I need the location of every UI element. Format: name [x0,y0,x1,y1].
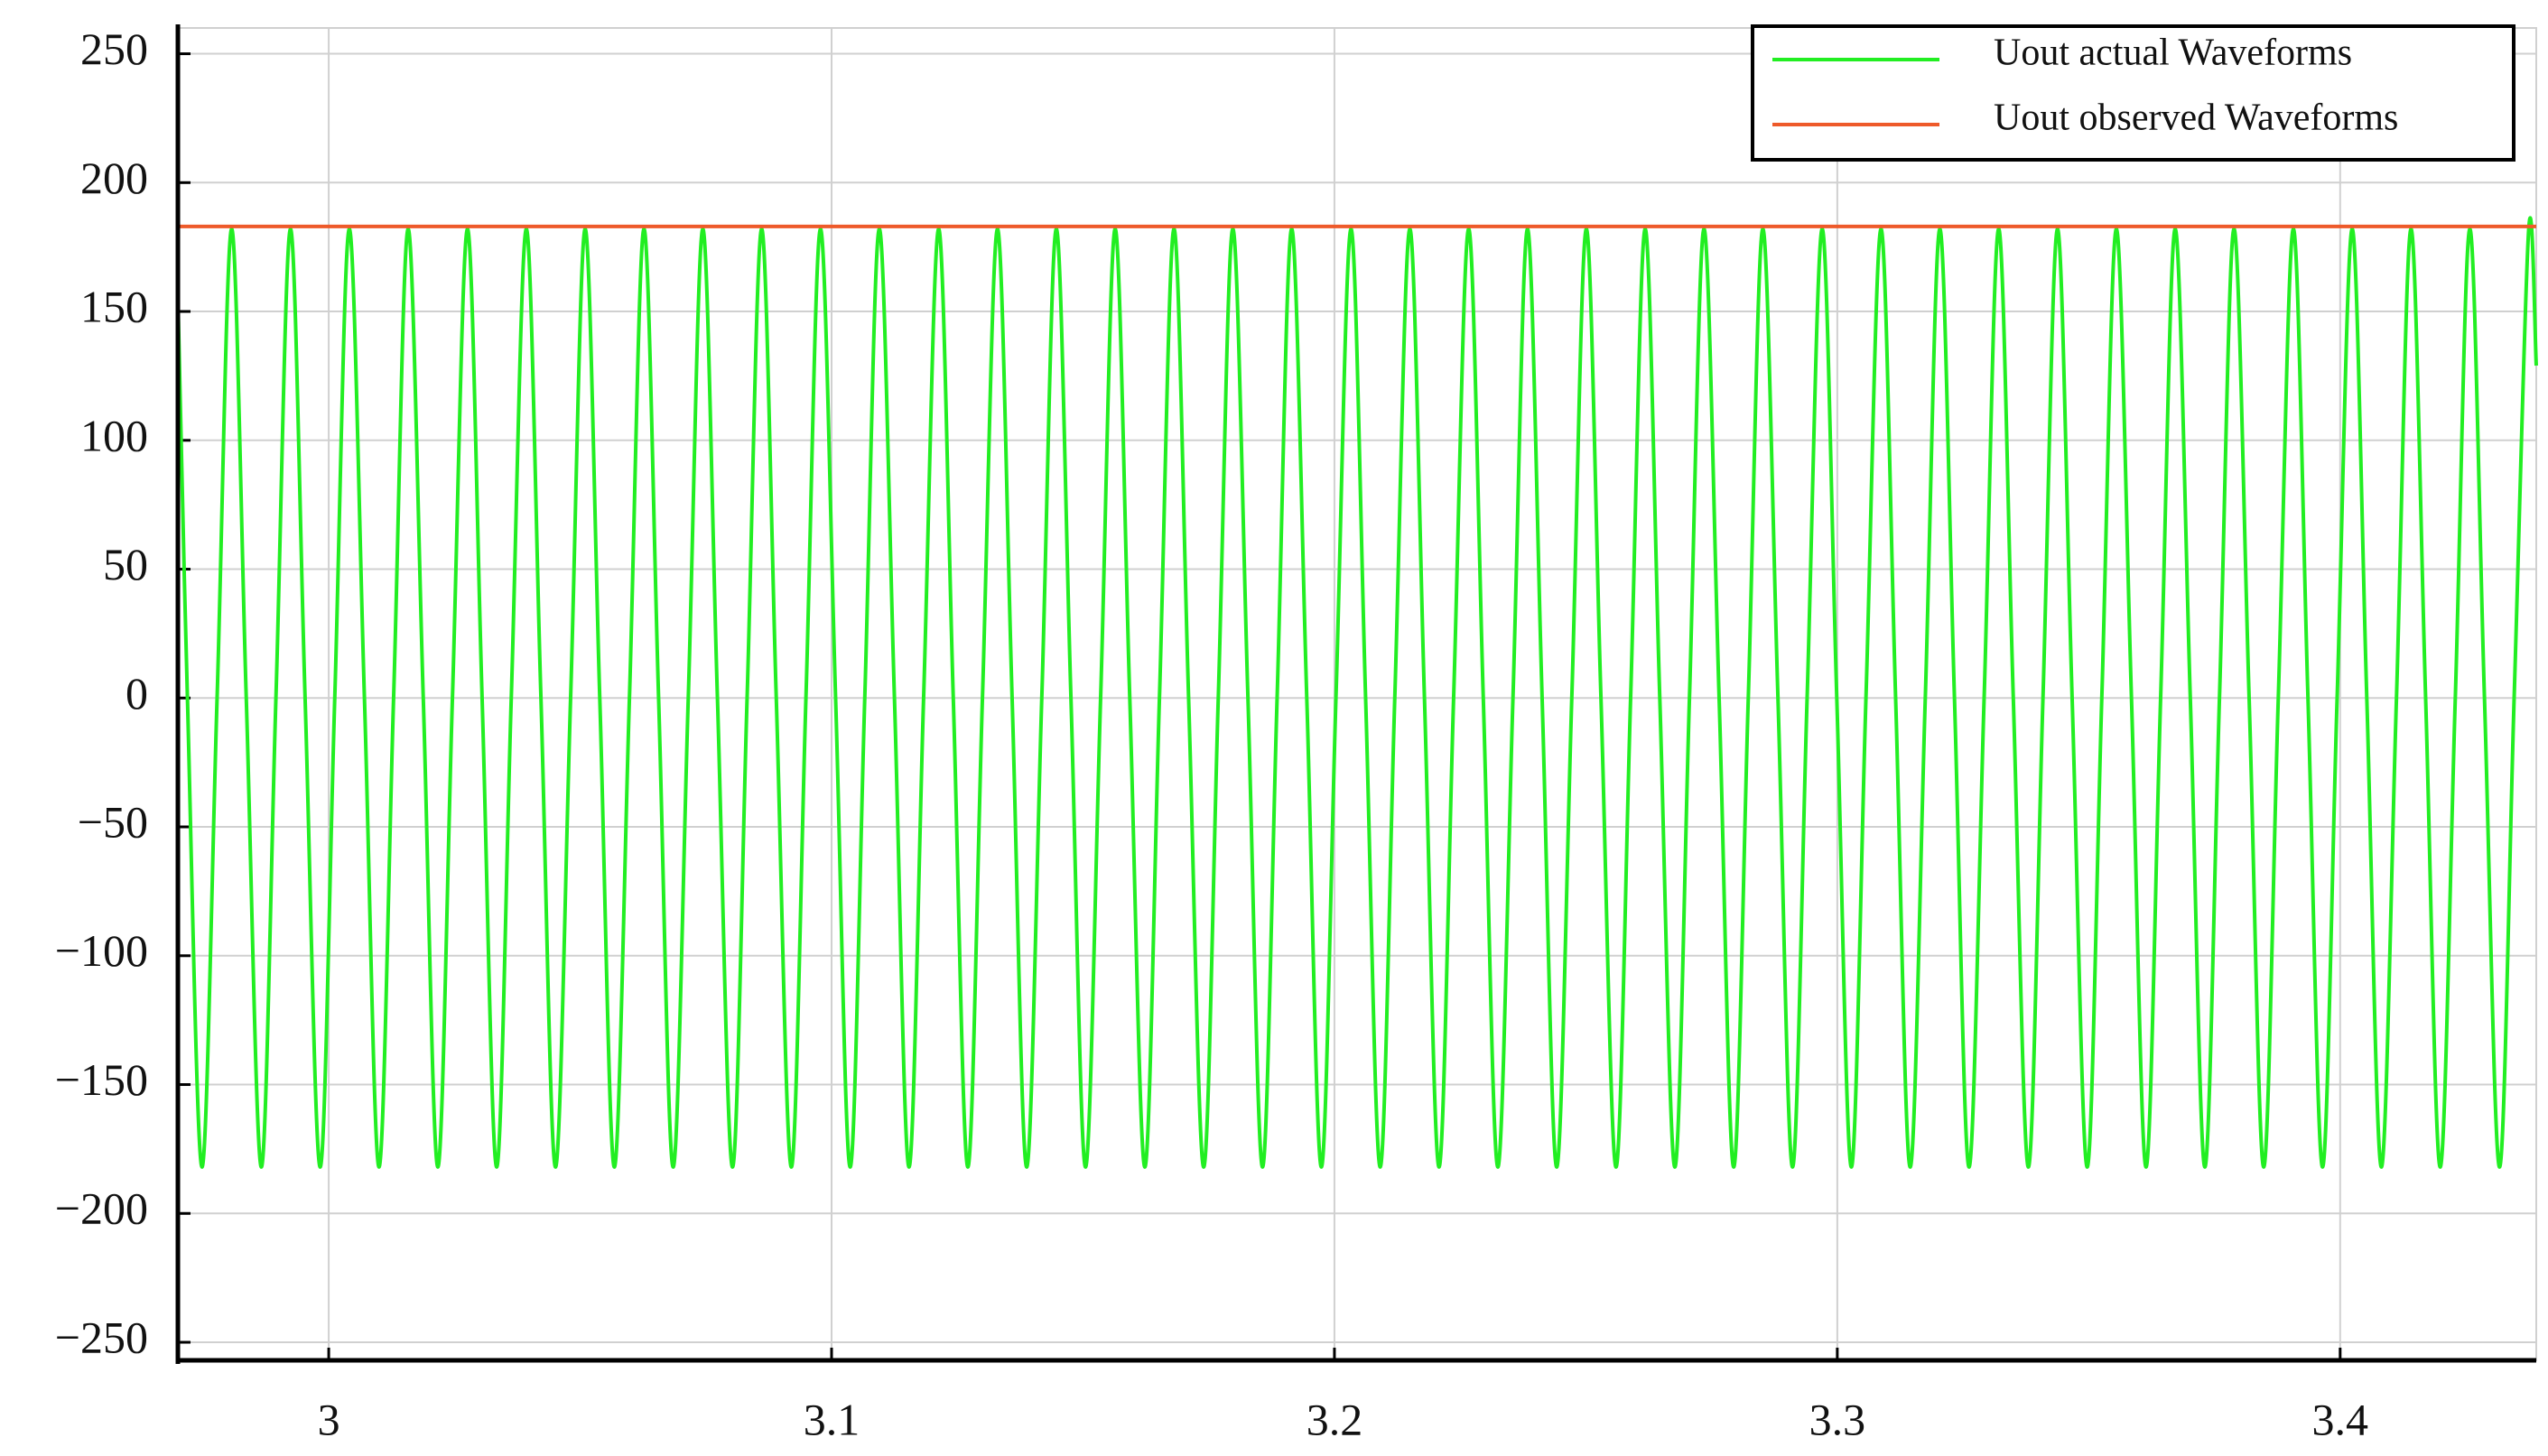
x-tick-label: 3.1 [804,1394,860,1444]
y-tick-label: 0 [126,668,148,719]
x-tick-label: 3.2 [1307,1394,1363,1444]
y-tick-label: −100 [55,925,148,976]
y-tick-label: 250 [80,23,148,74]
x-tick-label: 3 [318,1394,340,1444]
y-tick-label: 200 [80,153,148,203]
y-tick-label: −150 [55,1054,148,1105]
y-tick-label: 100 [80,410,148,460]
series-line [176,216,2538,1169]
legend-label: Uout observed Waveforms [1994,97,2398,139]
y-tick-label: 50 [103,539,148,589]
y-tick-label: −250 [55,1312,148,1362]
x-tick-label: 3.4 [2312,1394,2369,1444]
legend-box [1751,24,2515,162]
y-tick-label: 150 [80,282,148,332]
x-tick-label: 3.3 [1809,1394,1866,1444]
y-tick-label: −200 [55,1183,148,1234]
legend-label: Uout actual Waveforms [1994,32,2352,74]
y-tick-label: −50 [78,796,148,847]
